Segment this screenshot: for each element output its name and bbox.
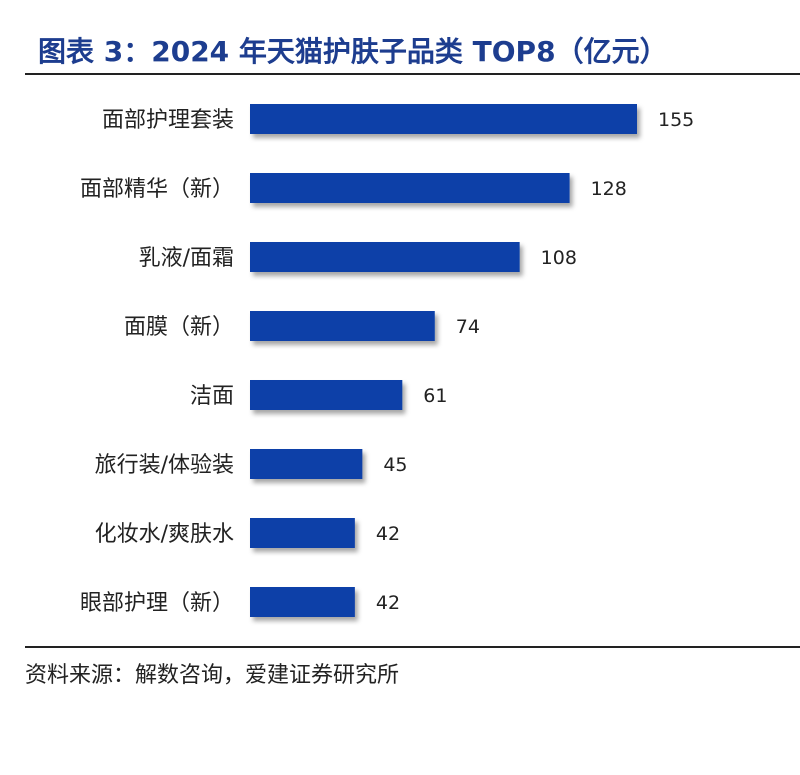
category-label: 面部护理套装 bbox=[102, 108, 234, 133]
bar bbox=[250, 380, 403, 410]
value-label: 42 bbox=[376, 592, 400, 614]
source-divider bbox=[25, 646, 800, 648]
chart-title: 图表 3：2024 年天猫护肤子品类 TOP8（亿元） bbox=[38, 35, 668, 68]
category-label: 面膜（新） bbox=[124, 315, 234, 340]
category-label: 眼部护理（新） bbox=[80, 591, 234, 616]
bar bbox=[250, 449, 363, 479]
category-label: 面部精华（新） bbox=[80, 177, 234, 202]
category-label: 乳液/面霜 bbox=[139, 246, 234, 271]
value-label: 74 bbox=[456, 316, 480, 338]
bar bbox=[250, 587, 355, 617]
title-divider bbox=[25, 73, 800, 75]
value-label: 61 bbox=[423, 385, 447, 407]
bar bbox=[250, 242, 520, 272]
category-label: 化妆水/爽肤水 bbox=[95, 522, 234, 547]
bar-chart: 面部护理套装 155 面部精华（新） 128 乳液/面霜 108 面膜（新） 74 洁面 61 旅行… bbox=[80, 104, 694, 617]
bar bbox=[250, 518, 355, 548]
category-label: 洁面 bbox=[190, 384, 234, 409]
value-label: 128 bbox=[591, 178, 627, 200]
value-label: 155 bbox=[658, 109, 694, 131]
bar bbox=[250, 104, 637, 134]
value-label: 42 bbox=[376, 523, 400, 545]
bar bbox=[250, 311, 435, 341]
category-label: 旅行装/体验装 bbox=[95, 453, 234, 478]
source-note: 资料来源：解数咨询，爱建证券研究所 bbox=[25, 663, 400, 688]
value-label: 108 bbox=[541, 247, 577, 269]
value-label: 45 bbox=[383, 454, 407, 476]
bar bbox=[250, 173, 570, 203]
